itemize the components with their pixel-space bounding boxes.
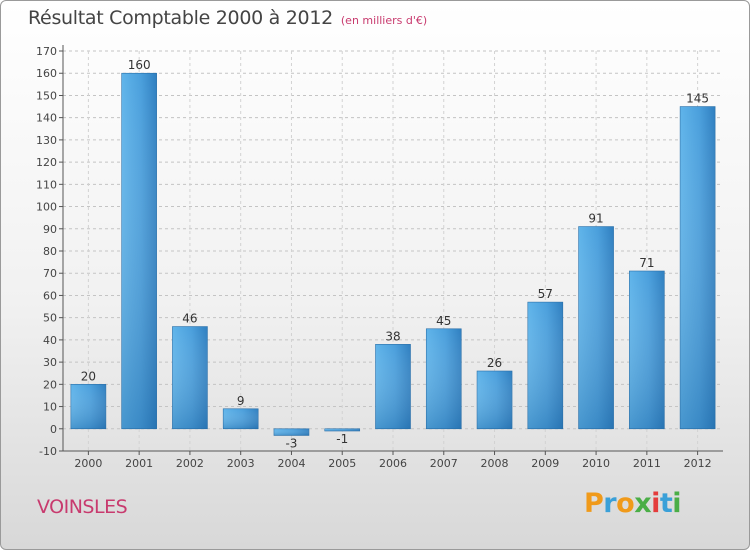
logo-letter: x bbox=[634, 488, 652, 519]
y-tick-label: 30 bbox=[43, 356, 57, 369]
bar-shade bbox=[426, 328, 462, 429]
bar-shade bbox=[172, 326, 208, 429]
x-tick-label: 2000 bbox=[74, 457, 102, 470]
data-label: 20 bbox=[81, 369, 96, 383]
bar-shade bbox=[629, 271, 665, 429]
data-label: 46 bbox=[182, 312, 197, 326]
logo-letter: i bbox=[672, 488, 682, 519]
bar-shade bbox=[273, 428, 309, 436]
data-label: 38 bbox=[385, 329, 400, 343]
axes: -10 0 10 20 30 40 50 60 70 80 90 100 110 120 130 140 150… bbox=[36, 45, 723, 470]
data-label: 26 bbox=[487, 356, 502, 370]
data-label: 9 bbox=[237, 394, 245, 408]
y-tick-label: 160 bbox=[36, 67, 57, 80]
bar-shade bbox=[527, 302, 563, 429]
bar-shade bbox=[578, 226, 614, 429]
commune-name: VOINSLES bbox=[37, 496, 128, 518]
logo-letter: t bbox=[659, 488, 673, 519]
data-label: 91 bbox=[588, 212, 603, 226]
y-tick-label: 110 bbox=[36, 178, 57, 191]
data-label: 145 bbox=[686, 92, 709, 106]
x-tick-label: 2001 bbox=[125, 457, 153, 470]
chart-title: Résultat Comptable 2000 à 2012 (en millie… bbox=[28, 7, 427, 29]
y-tick-label: 130 bbox=[36, 134, 57, 147]
x-tick-label: 2005 bbox=[328, 457, 356, 470]
data-label: 160 bbox=[128, 58, 151, 72]
x-tick-label: 2007 bbox=[430, 457, 458, 470]
bar-shade bbox=[680, 106, 716, 429]
y-tick-label: 100 bbox=[36, 201, 57, 214]
chart-subtitle: (en milliers d'€) bbox=[340, 14, 428, 27]
logo-letter: r bbox=[603, 488, 617, 519]
y-tick-label: 20 bbox=[43, 378, 57, 391]
labels: 20 160 46 9 -3 -1 38 45 26 57 91 71 145 bbox=[81, 58, 709, 450]
bar-shade bbox=[477, 371, 513, 429]
bar-shade bbox=[70, 384, 106, 429]
x-tick-label: 2010 bbox=[582, 457, 610, 470]
y-tick-label: 0 bbox=[50, 423, 57, 436]
data-label: 45 bbox=[436, 314, 451, 328]
y-tick-label: -10 bbox=[39, 445, 57, 458]
x-tick-label: 2002 bbox=[176, 457, 204, 470]
y-tick-label: 150 bbox=[36, 89, 57, 102]
x-tick-label: 2003 bbox=[227, 457, 255, 470]
bar-shade bbox=[223, 408, 259, 429]
data-label: 71 bbox=[639, 256, 654, 270]
x-tick-label: 2004 bbox=[277, 457, 305, 470]
x-tick-label: 2011 bbox=[633, 457, 661, 470]
y-tick-label: 80 bbox=[43, 245, 57, 258]
logo-letter: P bbox=[584, 488, 604, 519]
bars bbox=[70, 72, 716, 436]
x-tick-label: 2009 bbox=[531, 457, 559, 470]
x-tick-label: 2008 bbox=[481, 457, 509, 470]
data-label: 57 bbox=[538, 287, 553, 301]
y-tick-label: 10 bbox=[43, 401, 57, 414]
y-tick-label: 60 bbox=[43, 289, 57, 302]
bar-shade bbox=[121, 73, 157, 429]
bar-shade bbox=[324, 428, 360, 431]
y-tick-label: 140 bbox=[36, 112, 57, 125]
y-tick-label: 70 bbox=[43, 267, 57, 280]
y-tick-label: 40 bbox=[43, 334, 57, 347]
logo-letter: i bbox=[651, 488, 660, 519]
chart-title-text: Résultat Comptable 2000 à 2012 bbox=[28, 7, 333, 29]
data-label: -1 bbox=[336, 432, 348, 446]
y-tick-label: 170 bbox=[36, 45, 57, 58]
proxiti-logo: Proxiti bbox=[584, 488, 682, 519]
y-tick-label: 120 bbox=[36, 156, 57, 169]
y-tick-label: 90 bbox=[43, 223, 57, 236]
x-tick-label: 2006 bbox=[379, 457, 407, 470]
data-label: -3 bbox=[285, 436, 297, 450]
y-tick-label: 50 bbox=[43, 312, 57, 325]
x-tick-label: 2012 bbox=[684, 457, 712, 470]
bar-shade bbox=[375, 344, 411, 429]
logo-letter: o bbox=[616, 488, 635, 519]
